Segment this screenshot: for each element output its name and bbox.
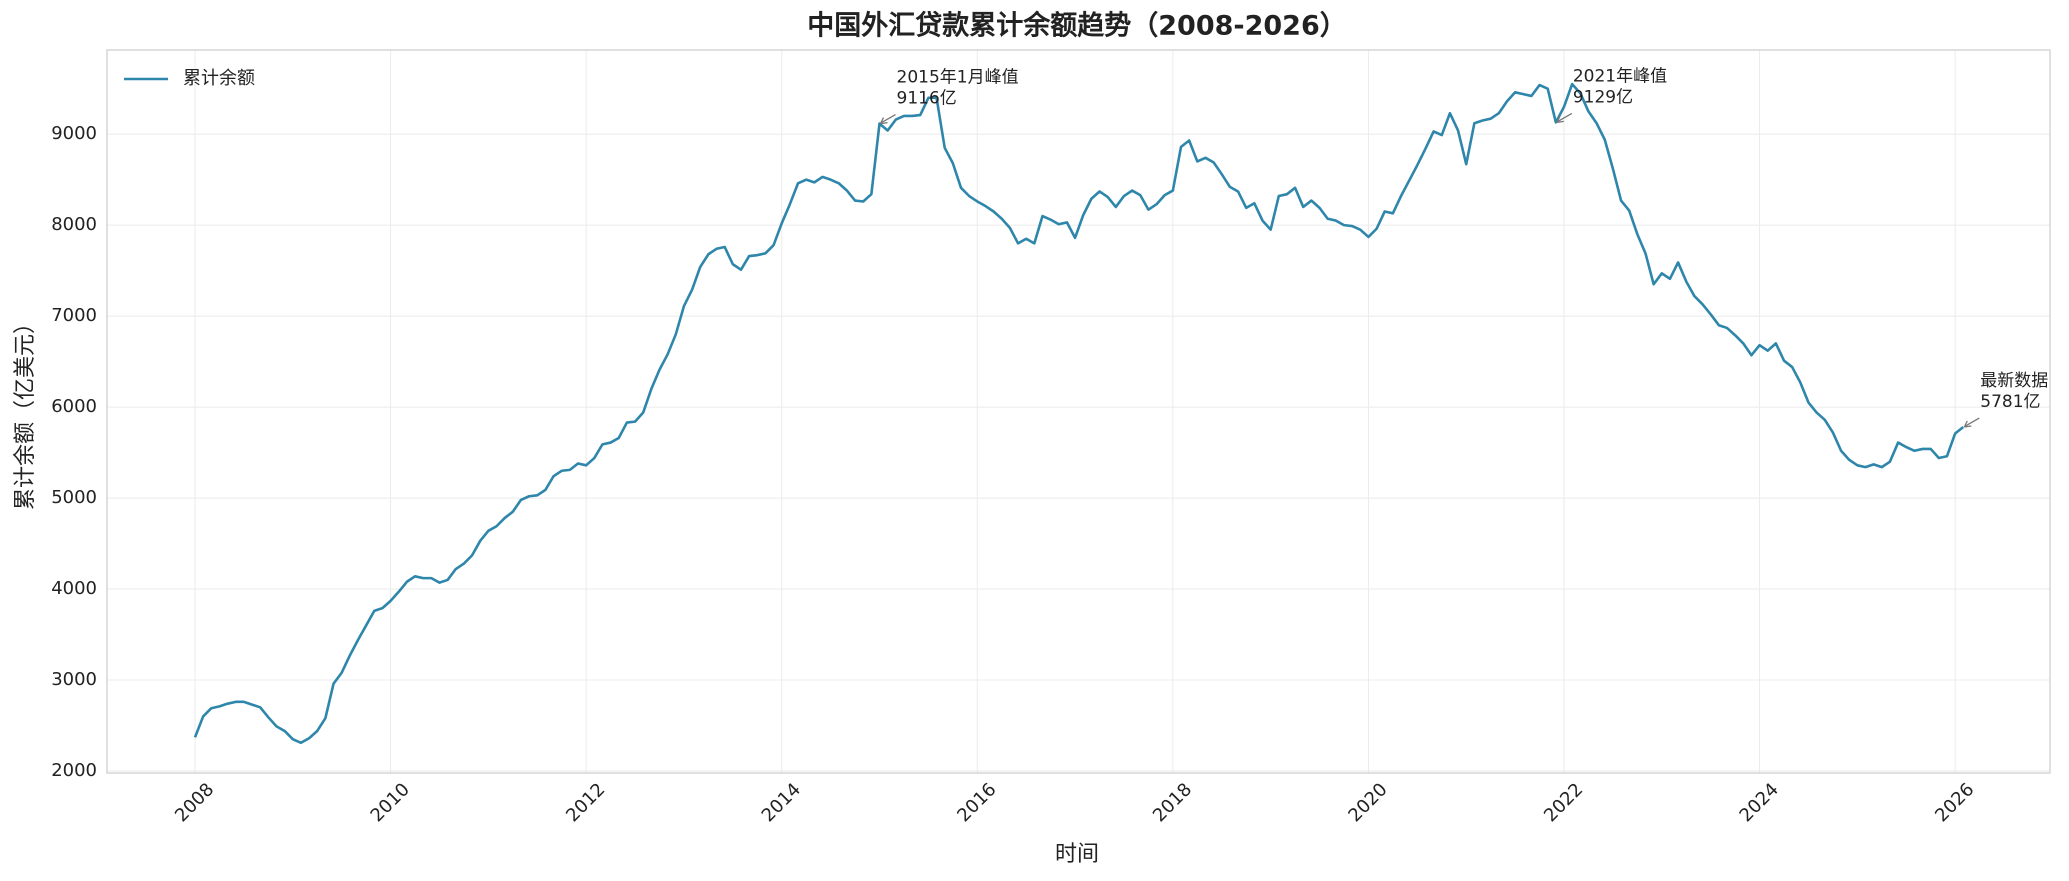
x-tick-label: 2022 — [1540, 779, 1587, 826]
legend-label: 累计余额 — [183, 68, 255, 89]
x-tick-label: 2016 — [953, 779, 1000, 826]
annotation-text: 2015年1月峰值 — [897, 68, 1019, 88]
y-tick-label: 4000 — [51, 578, 97, 599]
x-tick-label: 2020 — [1344, 779, 1391, 826]
y-tick-label: 9000 — [51, 123, 97, 144]
x-tick-label: 2026 — [1931, 779, 1978, 826]
data-line — [193, 82, 1965, 745]
y-tick-label: 2000 — [51, 760, 97, 781]
plot-frame — [106, 49, 2051, 774]
x-tick-label: 2008 — [171, 779, 218, 826]
annotation-text: 2021年峰值 — [1573, 66, 1667, 86]
annotation-arrowhead — [1556, 116, 1564, 124]
annotation-text: 9129亿 — [1573, 87, 1633, 107]
annotation-text: 最新数据 — [1980, 371, 2048, 391]
y-tick-label: 6000 — [51, 396, 97, 417]
annotation-text: 5781亿 — [1980, 392, 2040, 412]
annotation-arrow — [881, 114, 896, 124]
chart-title: 中国外汇贷款累计余额趋势（2008-2026） — [807, 10, 1347, 42]
y-tick-label: 7000 — [51, 305, 97, 326]
annotation-arrowhead — [1963, 420, 1972, 428]
y-tick-label: 3000 — [51, 669, 97, 690]
annotation-arrowhead — [879, 117, 888, 125]
annotation-text: 9116亿 — [897, 89, 957, 109]
annotation-arrow — [1557, 112, 1573, 122]
y-tick-label: 5000 — [51, 487, 97, 508]
x-tick-label: 2010 — [367, 779, 414, 826]
y-tick-label: 8000 — [51, 214, 97, 235]
y-axis-label: 累计余额（亿美元） — [13, 312, 38, 510]
x-axis-label: 时间 — [1055, 842, 1099, 867]
x-tick-label: 2012 — [562, 779, 609, 826]
x-tick-label: 2024 — [1736, 779, 1783, 826]
x-tick-label: 2014 — [758, 779, 805, 826]
x-tick-label: 2018 — [1149, 779, 1196, 826]
annotation-arrow — [1964, 417, 1980, 427]
